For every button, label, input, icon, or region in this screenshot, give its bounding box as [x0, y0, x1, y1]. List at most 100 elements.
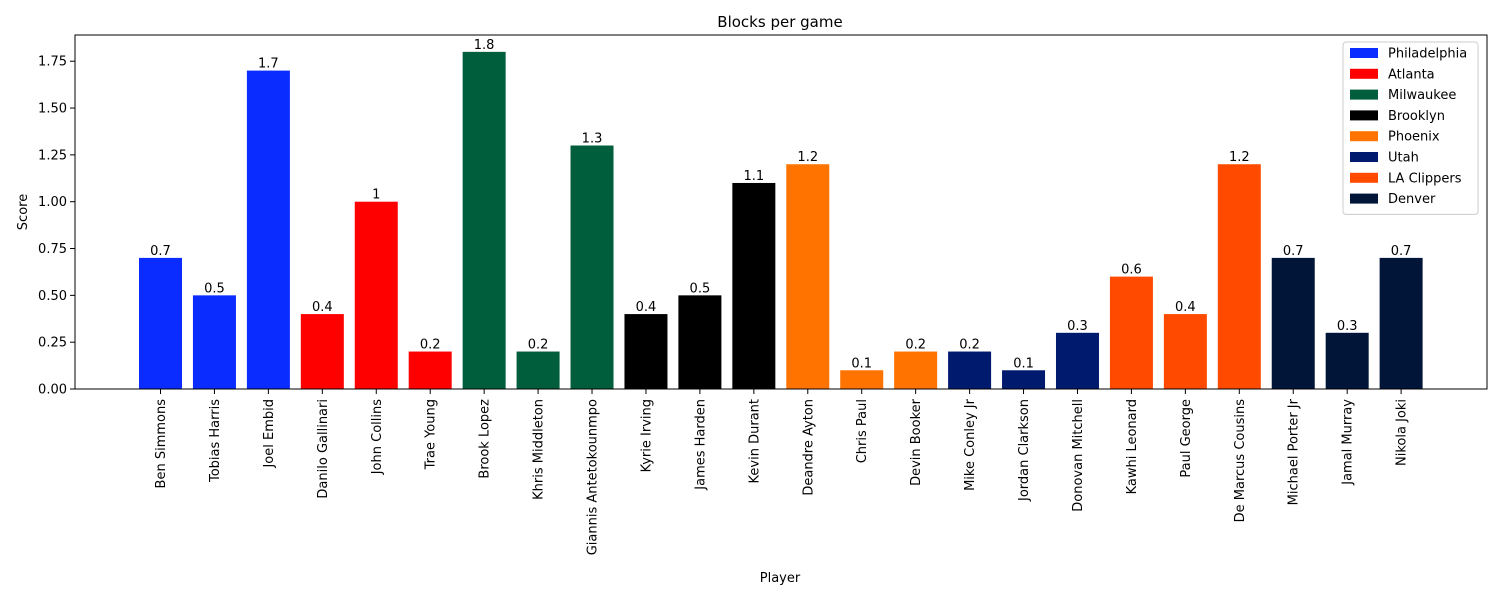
legend-label: Utah [1388, 151, 1419, 166]
bar-value-label: 1.8 [474, 38, 495, 53]
bar-value-label: 0.2 [420, 338, 441, 353]
bar [516, 351, 560, 389]
y-tick-label: 1.00 [38, 195, 67, 210]
y-tick-label: 0.50 [38, 289, 67, 304]
bar-value-label: 1.2 [1229, 150, 1250, 165]
y-tick-label: 0.25 [38, 336, 67, 351]
bar [139, 257, 182, 389]
bar-value-label: 0.4 [312, 300, 333, 315]
legend-swatch [1350, 110, 1378, 121]
chart-title: Blocks per game [717, 13, 842, 31]
x-tick-label: Mike Conley Jr [963, 398, 978, 491]
x-tick-label: Joel Embid [262, 399, 277, 469]
bar-value-label: 0.6 [1121, 263, 1142, 278]
x-tick-label: Chris Paul [855, 399, 870, 463]
bar-value-label: 0.4 [1175, 300, 1196, 315]
bar [894, 351, 938, 389]
bar-value-label: 1.1 [743, 169, 764, 184]
x-tick-label: Paul George [1179, 399, 1194, 478]
legend-label: Denver [1388, 192, 1436, 207]
bar [570, 145, 614, 389]
bar [1325, 332, 1369, 389]
x-tick-label: Kevin Durant [747, 399, 762, 483]
bar-value-label: 0.5 [690, 281, 711, 296]
bar [840, 370, 884, 389]
bar [246, 70, 290, 389]
bar [1163, 314, 1207, 389]
x-tick-label: Donovan Mitchell [1071, 399, 1086, 512]
bar-value-label: 0.1 [1013, 356, 1034, 371]
bar [1109, 276, 1153, 389]
bar-value-label: 0.2 [959, 338, 980, 353]
bar [624, 314, 668, 389]
bar-value-label: 0.3 [1067, 319, 1088, 334]
plot-frame [74, 34, 1488, 390]
legend-label: Phoenix [1388, 130, 1440, 145]
bar [192, 295, 236, 389]
bar-value-label: 0.7 [150, 244, 171, 259]
bar-value-label: 1 [372, 188, 380, 203]
legend-label: Atlanta [1388, 67, 1435, 82]
bar [408, 351, 452, 389]
bar [678, 295, 722, 389]
x-tick-label: Kawhi Leonard [1125, 399, 1140, 494]
bar-value-label: 0.2 [528, 338, 549, 353]
legend-label: Milwaukee [1388, 88, 1456, 103]
x-tick-label: Deandre Ayton [801, 399, 816, 496]
legend-swatch [1350, 48, 1378, 58]
x-tick-label: Kyrie Irving [639, 399, 654, 472]
bar [462, 51, 506, 389]
x-tick-label: James Harden [693, 399, 708, 491]
x-tick-label: Ben Simmons [154, 399, 169, 489]
x-tick-label: Brook Lopez [478, 399, 493, 479]
bar [786, 164, 830, 389]
x-tick-label: Trae Young [424, 399, 439, 470]
y-axis-title: Score [16, 194, 31, 230]
bar [1379, 257, 1423, 389]
x-axis-title: Player [760, 571, 801, 586]
legend: Philadelphia Atlanta Milwaukee Brooklyn Phoe… [1342, 41, 1479, 215]
x-axis: Ben Simmons Tobias Harris Joel Embid Danilo… [154, 389, 1410, 555]
legend-label: Philadelphia [1388, 47, 1467, 62]
x-tick-label: Jordan Clarkson [1017, 399, 1032, 502]
legend-swatch [1350, 131, 1378, 142]
legend-label: LA Clippers [1388, 171, 1462, 186]
x-tick-label: Tobias Harris [208, 399, 223, 483]
legend-box [1342, 41, 1479, 215]
bar [1217, 164, 1261, 389]
y-tick-label: 1.25 [38, 148, 67, 163]
y-tick-label: 0.00 [38, 383, 67, 398]
y-axis: 0.00 0.25 0.50 0.75 1.00 1.25 1.50 1.75 [38, 55, 75, 398]
y-tick-label: 1.50 [38, 102, 67, 117]
bar [354, 201, 398, 389]
bars-layer: 0.7 0.5 1.7 0.4 1 0.2 1.8 0.2 1.3 0.4 0.5 1.1 1.2 0.1… [139, 38, 1423, 389]
bar-value-label: 1.2 [797, 150, 818, 165]
bar [300, 314, 344, 389]
x-tick-label: Giannis Antetokounmpo [586, 399, 601, 555]
legend-swatch [1350, 89, 1378, 100]
bar-value-label: 0.3 [1337, 319, 1358, 334]
bar-value-label: 0.1 [851, 356, 872, 371]
x-tick-label: Khris Middleton [532, 399, 547, 500]
x-tick-label: Nikola Joki [1395, 399, 1410, 466]
x-tick-label: Danilo Gallinari [316, 399, 331, 499]
x-tick-label: John Collins [370, 399, 385, 476]
x-tick-label: Devin Booker [909, 398, 924, 486]
legend-swatch [1350, 193, 1378, 204]
bar-value-label: 0.2 [905, 338, 926, 353]
bar [1055, 332, 1099, 389]
bar [1002, 370, 1046, 389]
bar [1271, 257, 1315, 389]
bar-value-label: 0.7 [1283, 244, 1304, 259]
y-tick-label: 1.75 [38, 55, 67, 70]
legend-label: Brooklyn [1388, 109, 1445, 124]
x-tick-label: De Marcus Cousins [1233, 399, 1248, 523]
bar-value-label: 0.7 [1391, 244, 1412, 259]
bar [732, 182, 776, 389]
x-tick-label: Jamal Murray [1341, 399, 1356, 486]
bar-value-label: 1.3 [582, 132, 603, 147]
legend-swatch [1350, 152, 1378, 162]
x-tick-label: Michael Porter Jr [1287, 398, 1302, 505]
bar-value-label: 0.4 [636, 300, 657, 315]
